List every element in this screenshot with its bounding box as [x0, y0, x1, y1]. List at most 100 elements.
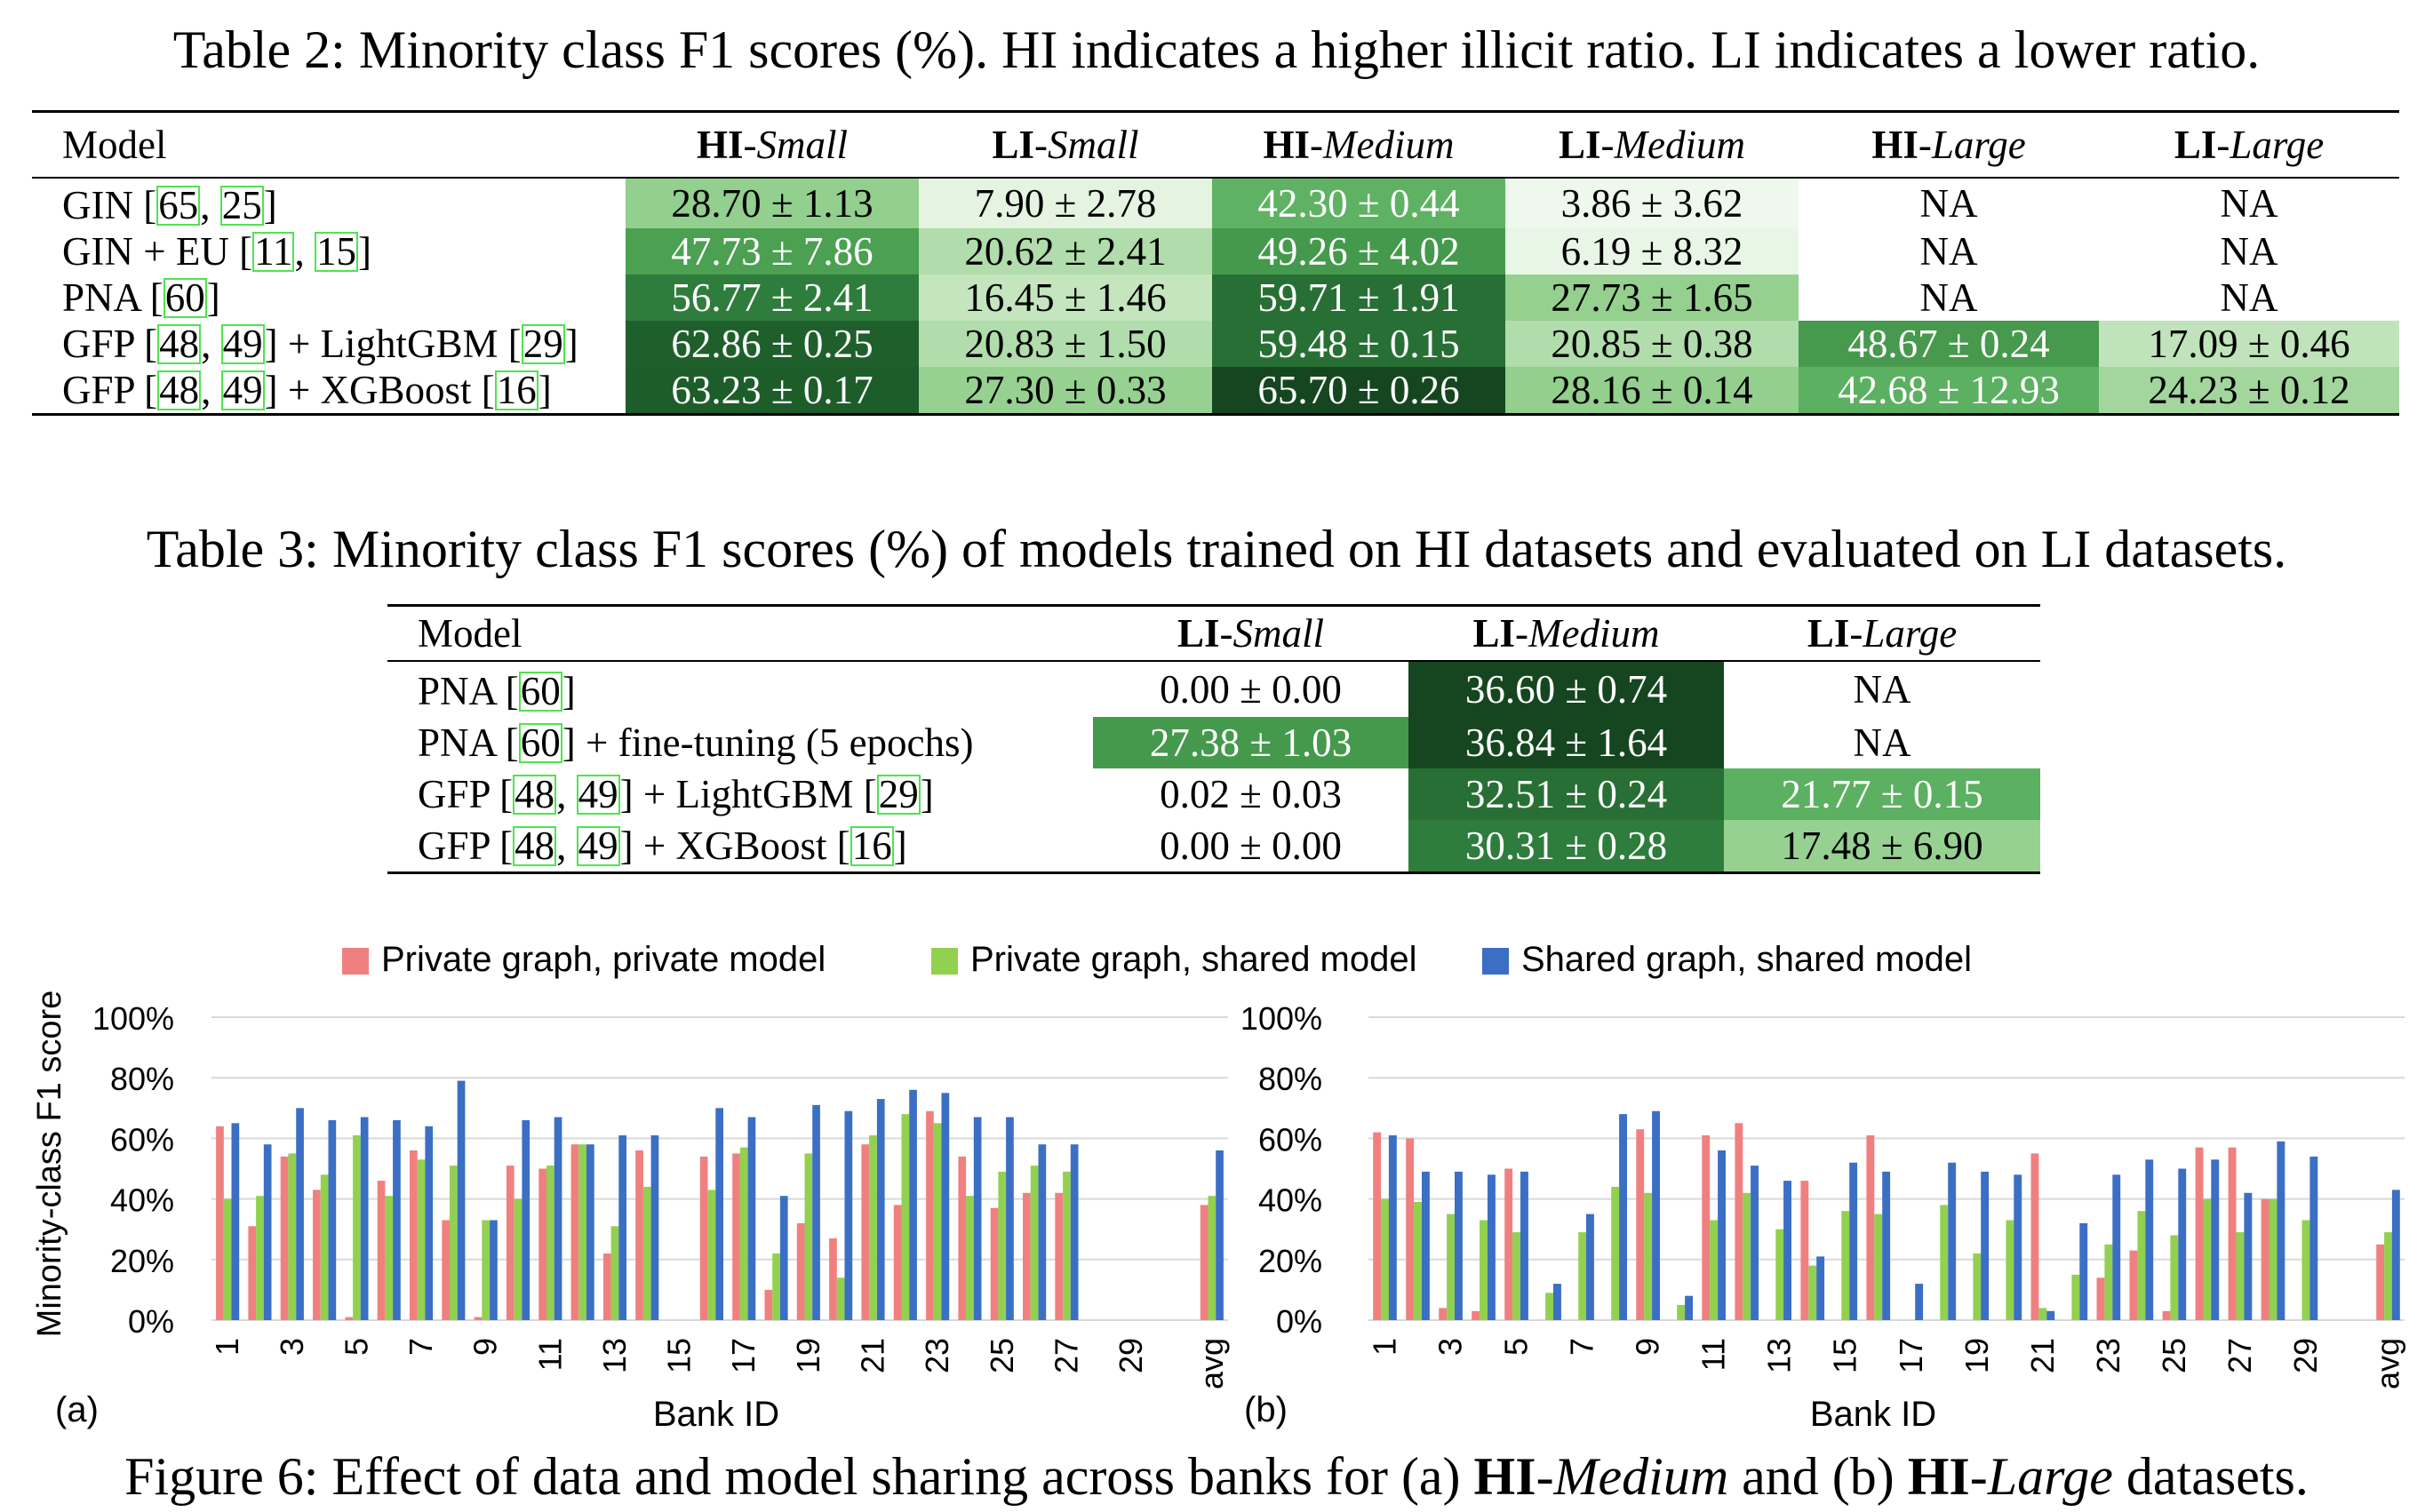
- citation-link[interactable]: 16: [850, 823, 894, 868]
- table2-col-header: LI-Small: [919, 112, 1212, 179]
- bar-private-graph-shared-model: [869, 1135, 877, 1320]
- citation-link[interactable]: 29: [876, 771, 921, 816]
- x-tick-label: 3: [274, 1338, 310, 1356]
- citation-link[interactable]: 60: [163, 275, 207, 320]
- bar-shared-graph-shared-model: [779, 1196, 788, 1320]
- bar-private-graph-shared-model: [1775, 1229, 1784, 1320]
- table2-score-cell: 62.86 ± 0.25: [626, 321, 919, 367]
- citation-link[interactable]: 48: [157, 367, 202, 412]
- bar-shared-graph-shared-model: [618, 1135, 626, 1320]
- bar-shared-graph-shared-model: [457, 1080, 466, 1320]
- citation-link[interactable]: 49: [576, 823, 620, 868]
- bar-shared-graph-shared-model: [1751, 1166, 1759, 1320]
- bar-private-graph-private-model: [602, 1253, 611, 1320]
- col-header-italic: -Small: [1219, 610, 1325, 656]
- table3-score-cell: 0.00 ± 0.00: [1093, 820, 1408, 873]
- citation-link[interactable]: 25: [219, 182, 264, 227]
- bar-private-graph-shared-model: [2006, 1220, 2014, 1320]
- citation-link[interactable]: 49: [220, 321, 265, 366]
- bar-shared-graph-shared-model: [1882, 1171, 1891, 1320]
- table2-score-cell: 16.45 ± 1.46: [919, 275, 1212, 321]
- bar-private-graph-shared-model: [2269, 1198, 2277, 1320]
- bar-private-graph-shared-model: [1447, 1214, 1455, 1320]
- bar-shared-graph-shared-model: [231, 1123, 240, 1320]
- bar-shared-graph-shared-model: [1520, 1171, 1528, 1320]
- y-tick-label: 0%: [128, 1303, 174, 1340]
- citation-link[interactable]: 29: [521, 321, 565, 366]
- bar-shared-graph-shared-model: [2309, 1156, 2318, 1320]
- model-text: ]: [562, 668, 576, 713]
- table2-score-cell: 56.77 ± 2.41: [626, 275, 919, 321]
- legend-label: Private graph, shared model: [970, 940, 1417, 979]
- citation-link[interactable]: 11: [252, 228, 295, 274]
- x-tick-label: 13: [1761, 1338, 1798, 1373]
- bar-private-graph-private-model: [1866, 1135, 1875, 1320]
- citation-link[interactable]: 65: [156, 182, 201, 227]
- y-axis-title: Minority-class F1 score: [31, 991, 68, 1338]
- citation-link[interactable]: 48: [157, 321, 202, 366]
- y-tick-label: 20%: [110, 1243, 174, 1279]
- table2-score-cell: 20.85 ± 0.38: [1505, 321, 1799, 367]
- col-header-bold: HI: [1263, 122, 1311, 167]
- bar-shared-graph-shared-model: [1849, 1162, 1858, 1320]
- bar-private-graph-private-model: [958, 1156, 967, 1320]
- bar-private-graph-private-model: [2195, 1147, 2204, 1320]
- table2-col-header: HI-Small: [626, 112, 919, 179]
- bar-private-graph-shared-model: [901, 1114, 910, 1320]
- bar-private-graph-shared-model: [1030, 1166, 1039, 1320]
- bar-private-graph-private-model: [410, 1150, 418, 1320]
- bar-shared-graph-shared-model: [1216, 1150, 1224, 1320]
- bar-private-graph-shared-model: [256, 1196, 264, 1320]
- table3-model-header: Model: [418, 610, 522, 656]
- x-tick-label: 27: [1048, 1338, 1084, 1373]
- citation-link[interactable]: 60: [518, 668, 562, 713]
- bar-private-graph-private-model: [1439, 1308, 1448, 1320]
- x-tick-label: 29: [1113, 1338, 1149, 1373]
- bar-private-graph-shared-model: [804, 1153, 813, 1320]
- col-header-italic: -Medium: [1515, 610, 1660, 656]
- model-text: GFP [: [62, 321, 158, 366]
- bar-shared-graph-shared-model: [941, 1093, 950, 1321]
- table2-score-cell: 7.90 ± 2.78: [919, 178, 1212, 228]
- bar-private-graph-shared-model: [1677, 1304, 1686, 1320]
- bar-shared-graph-shared-model: [2046, 1310, 2055, 1320]
- model-text: GIN [: [62, 182, 157, 227]
- bar-private-graph-private-model: [699, 1156, 708, 1320]
- citation-link[interactable]: 49: [576, 771, 620, 816]
- bar-private-graph-private-model: [345, 1317, 354, 1320]
- bar-shared-graph-shared-model: [2112, 1174, 2121, 1320]
- panel-label: (b): [1244, 1390, 1288, 1429]
- bar-private-graph-private-model: [1472, 1310, 1480, 1320]
- bar-shared-graph-shared-model: [1553, 1284, 1561, 1320]
- bar-shared-graph-shared-model: [2391, 1190, 2400, 1320]
- x-tick-label: 23: [919, 1338, 955, 1373]
- table3-score-cell: NA: [1724, 661, 2040, 717]
- bar-shared-graph-shared-model: [2211, 1159, 2220, 1320]
- citation-link[interactable]: 48: [513, 823, 557, 868]
- model-text: ]: [357, 228, 371, 274]
- bar-private-graph-shared-model: [1644, 1192, 1653, 1320]
- bar-private-graph-shared-model: [2236, 1232, 2245, 1320]
- model-text: ]: [920, 771, 934, 816]
- table3-col-header: LI-Medium: [1408, 606, 1724, 662]
- citation-link[interactable]: 48: [513, 771, 557, 816]
- bar-private-graph-shared-model: [642, 1187, 651, 1320]
- col-header-bold: HI: [696, 122, 744, 167]
- citation-link[interactable]: 49: [220, 367, 265, 412]
- col-header-italic: -Medium: [1310, 122, 1455, 167]
- bar-shared-graph-shared-model: [715, 1108, 723, 1320]
- bar-shared-graph-shared-model: [1915, 1284, 1924, 1320]
- chart-panel-b: 0%20%40%60%80%100%1 3 5 7 9 11 13 15 17 19 21 23 25 2…: [1240, 1000, 2406, 1434]
- citation-link[interactable]: 15: [314, 228, 358, 274]
- y-tick-label: 80%: [1258, 1061, 1322, 1097]
- citation-link[interactable]: 60: [518, 720, 562, 765]
- col-header-bold: HI: [1871, 122, 1918, 167]
- bar-private-graph-private-model: [506, 1166, 515, 1320]
- citation-link[interactable]: 16: [494, 367, 538, 412]
- bar-private-graph-private-model: [635, 1150, 643, 1320]
- bar-private-graph-private-model: [893, 1205, 902, 1320]
- model-text: ,: [201, 367, 221, 412]
- bar-shared-graph-shared-model: [490, 1220, 498, 1320]
- model-text: ]: [893, 823, 907, 868]
- bar-private-graph-shared-model: [1940, 1205, 1949, 1320]
